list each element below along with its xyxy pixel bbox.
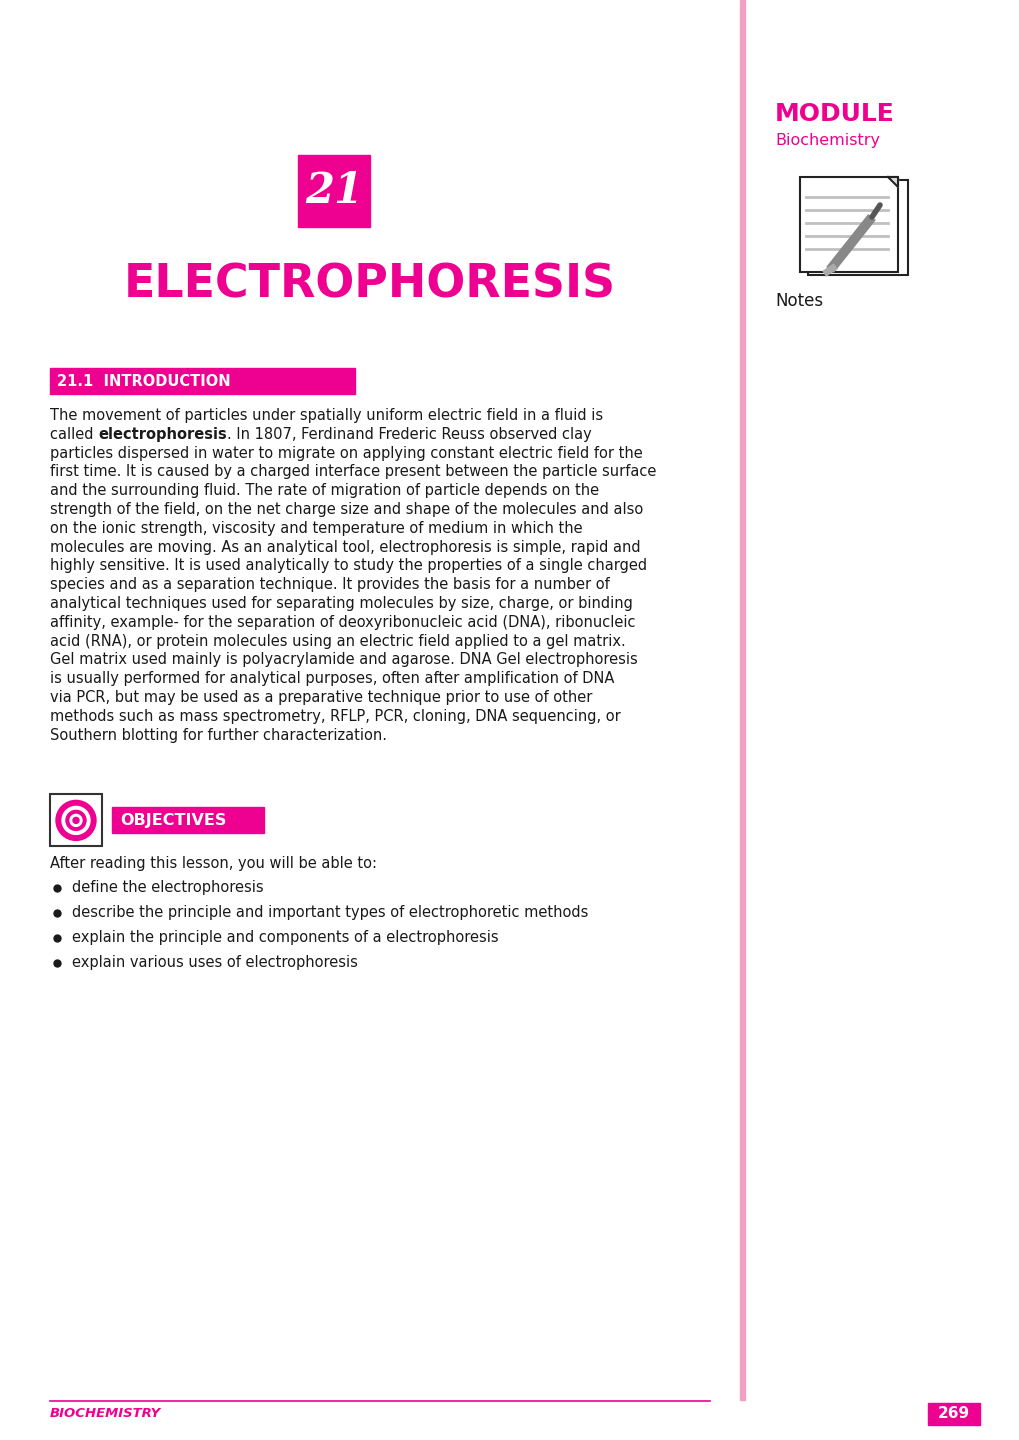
Text: explain the principle and components of a electrophoresis: explain the principle and components of … <box>72 930 498 946</box>
Text: After reading this lesson, you will be able to:: After reading this lesson, you will be a… <box>50 857 377 871</box>
Text: 21: 21 <box>305 170 363 212</box>
Text: particles dispersed in water to migrate on applying constant electric field for : particles dispersed in water to migrate … <box>50 445 642 461</box>
Text: electrophoresis: electrophoresis <box>98 426 226 442</box>
Text: is usually performed for analytical purposes, often after amplification of DNA: is usually performed for analytical purp… <box>50 671 613 687</box>
Text: define the electrophoresis: define the electrophoresis <box>72 880 263 896</box>
Text: and the surrounding fluid. The rate of migration of particle depends on the: and the surrounding fluid. The rate of m… <box>50 484 598 498</box>
Bar <box>50 369 355 395</box>
Text: species and as a separation technique. It provides the basis for a number of: species and as a separation technique. I… <box>50 577 609 592</box>
Text: Biochemistry: Biochemistry <box>774 132 879 148</box>
Text: via PCR, but may be used as a preparative technique prior to use of other: via PCR, but may be used as a preparativ… <box>50 690 592 706</box>
Text: . In 1807, Ferdinand Frederic Reuss observed clay: . In 1807, Ferdinand Frederic Reuss obse… <box>226 426 591 442</box>
Text: Southern blotting for further characterization.: Southern blotting for further characteri… <box>50 727 386 743</box>
Bar <box>112 808 264 834</box>
Circle shape <box>70 815 82 827</box>
Text: ELECTROPHORESIS: ELECTROPHORESIS <box>124 262 615 307</box>
Text: molecules are moving. As an analytical tool, electrophoresis is simple, rapid an: molecules are moving. As an analytical t… <box>50 540 640 554</box>
Text: highly sensitive. It is used analytically to study the properties of a single ch: highly sensitive. It is used analyticall… <box>50 559 646 573</box>
Text: 21.1  INTRODUCTION: 21.1 INTRODUCTION <box>57 373 230 389</box>
Bar <box>799 177 897 272</box>
Text: affinity, example- for the separation of deoxyribonucleic acid (DNA), ribonuclei: affinity, example- for the separation of… <box>50 615 635 629</box>
Bar <box>739 0 744 1400</box>
Text: describe the principle and important types of electrophoretic methods: describe the principle and important typ… <box>72 906 588 920</box>
Text: strength of the field, on the net charge size and shape of the molecules and als: strength of the field, on the net charge… <box>50 503 643 517</box>
Text: OBJECTIVES: OBJECTIVES <box>120 814 226 828</box>
Text: Gel matrix used mainly is polyacrylamide and agarose. DNA Gel electrophoresis: Gel matrix used mainly is polyacrylamide… <box>50 652 637 667</box>
Text: explain various uses of electrophoresis: explain various uses of electrophoresis <box>72 955 358 971</box>
Text: called: called <box>50 426 98 442</box>
Bar <box>298 156 370 228</box>
Circle shape <box>66 811 86 831</box>
Text: first time. It is caused by a charged interface present between the particle sur: first time. It is caused by a charged in… <box>50 464 656 480</box>
Text: on the ionic strength, viscosity and temperature of medium in which the: on the ionic strength, viscosity and tem… <box>50 521 582 536</box>
Circle shape <box>73 818 78 824</box>
Bar <box>927 1403 979 1426</box>
Text: methods such as mass spectrometry, RFLP, PCR, cloning, DNA sequencing, or: methods such as mass spectrometry, RFLP,… <box>50 708 621 724</box>
Polygon shape <box>888 177 897 187</box>
Circle shape <box>62 806 90 834</box>
Text: acid (RNA), or protein molecules using an electric field applied to a gel matrix: acid (RNA), or protein molecules using a… <box>50 634 625 648</box>
Text: Notes: Notes <box>774 292 822 310</box>
Bar <box>50 795 102 847</box>
Text: The movement of particles under spatially uniform electric field in a fluid is: The movement of particles under spatiall… <box>50 408 602 423</box>
Circle shape <box>56 801 96 841</box>
Text: MODULE: MODULE <box>774 102 894 125</box>
Text: 269: 269 <box>937 1407 969 1421</box>
Bar <box>807 180 907 275</box>
Text: analytical techniques used for separating molecules by size, charge, or binding: analytical techniques used for separatin… <box>50 596 632 611</box>
Text: BIOCHEMISTRY: BIOCHEMISTRY <box>50 1407 161 1420</box>
